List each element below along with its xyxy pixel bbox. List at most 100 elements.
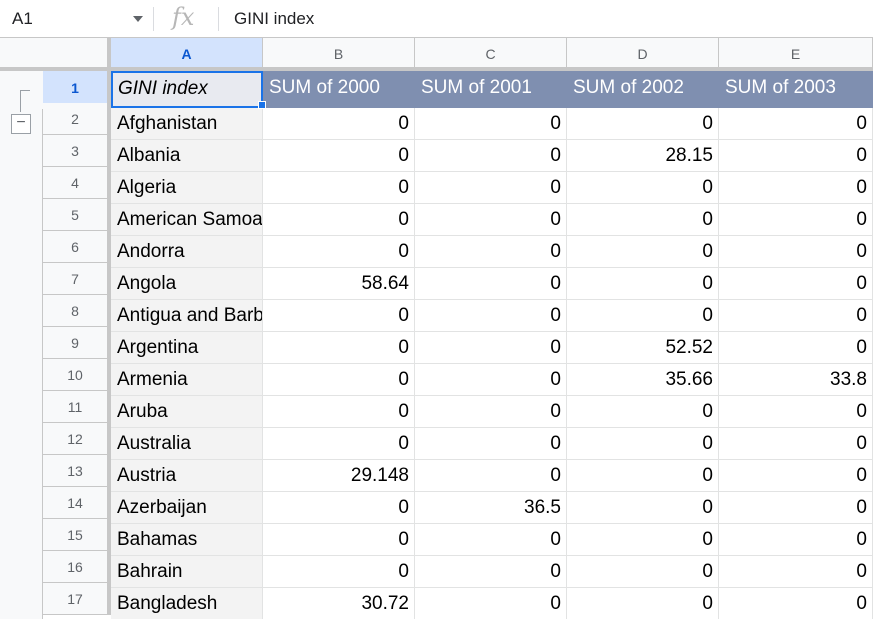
row-header-15[interactable]: 15 [43, 519, 111, 551]
column-header-d[interactable]: D [567, 38, 719, 71]
row-header-8[interactable]: 8 [43, 295, 111, 327]
value-cell[interactable]: 0 [415, 108, 567, 140]
value-cell[interactable]: 0 [263, 556, 415, 588]
value-cell[interactable]: 0 [719, 396, 873, 428]
row-header-3[interactable]: 3 [43, 135, 111, 167]
value-cell[interactable]: 0 [719, 108, 873, 140]
value-cell[interactable]: 0 [263, 428, 415, 460]
row-header-9[interactable]: 9 [43, 327, 111, 359]
value-cell[interactable]: 0 [263, 492, 415, 524]
column-header-e[interactable]: E [719, 38, 873, 71]
value-cell[interactable]: 0 [263, 300, 415, 332]
value-cell[interactable]: 0 [263, 108, 415, 140]
value-cell[interactable]: 0 [567, 108, 719, 140]
row-header-11[interactable]: 11 [43, 391, 111, 423]
country-cell[interactable]: Aruba [111, 396, 263, 428]
value-cell[interactable]: 0 [263, 396, 415, 428]
value-cell[interactable]: 0 [415, 524, 567, 556]
select-all-corner[interactable] [43, 38, 111, 71]
formula-input[interactable]: GINI index [234, 9, 315, 28]
active-cell-a1[interactable]: GINI index [111, 71, 263, 108]
value-cell[interactable]: 0 [567, 588, 719, 619]
header-cell[interactable]: SUM of 2000 [263, 71, 415, 108]
value-cell[interactable]: 0 [567, 236, 719, 268]
country-cell[interactable]: Afghanistan [111, 108, 263, 140]
value-cell[interactable]: 33.8 [719, 364, 873, 396]
country-cell[interactable]: American Samoa [111, 204, 263, 236]
row-header-1[interactable]: 1 [43, 71, 111, 108]
country-cell[interactable]: Armenia [111, 364, 263, 396]
value-cell[interactable]: 0 [719, 268, 873, 300]
country-cell[interactable]: Andorra [111, 236, 263, 268]
value-cell[interactable]: 0 [415, 332, 567, 364]
value-cell[interactable]: 35.66 [567, 364, 719, 396]
row-header-10[interactable]: 10 [43, 359, 111, 391]
row-header-17[interactable]: 17 [43, 583, 111, 615]
row-header-7[interactable]: 7 [43, 263, 111, 295]
column-header-c[interactable]: C [415, 38, 567, 71]
value-cell[interactable]: 0 [415, 460, 567, 492]
value-cell[interactable]: 0 [567, 524, 719, 556]
header-cell[interactable]: SUM of 2003 [719, 71, 873, 108]
country-cell[interactable]: Algeria [111, 172, 263, 204]
country-cell[interactable]: Austria [111, 460, 263, 492]
value-cell[interactable]: 0 [567, 172, 719, 204]
value-cell[interactable]: 0 [415, 588, 567, 619]
country-cell[interactable]: Bangladesh [111, 588, 263, 619]
country-cell[interactable]: Antigua and Barbuda [111, 300, 263, 332]
value-cell[interactable]: 0 [415, 556, 567, 588]
value-cell[interactable]: 0 [719, 492, 873, 524]
value-cell[interactable]: 29.148 [263, 460, 415, 492]
value-cell[interactable]: 0 [719, 140, 873, 172]
value-cell[interactable]: 0 [263, 332, 415, 364]
value-cell[interactable]: 0 [415, 172, 567, 204]
row-header-4[interactable]: 4 [43, 167, 111, 199]
country-cell[interactable]: Albania [111, 140, 263, 172]
value-cell[interactable]: 58.64 [263, 268, 415, 300]
value-cell[interactable]: 0 [567, 300, 719, 332]
country-cell[interactable]: Bahamas [111, 524, 263, 556]
minus-icon[interactable]: − [11, 114, 31, 134]
value-cell[interactable]: 0 [415, 236, 567, 268]
value-cell[interactable]: 0 [719, 300, 873, 332]
value-cell[interactable]: 0 [263, 524, 415, 556]
value-cell[interactable]: 0 [719, 588, 873, 619]
value-cell[interactable]: 0 [719, 524, 873, 556]
value-cell[interactable]: 0 [719, 236, 873, 268]
column-header-a[interactable]: A [111, 38, 263, 71]
value-cell[interactable]: 0 [415, 396, 567, 428]
row-header-14[interactable]: 14 [43, 487, 111, 519]
country-cell[interactable]: Australia [111, 428, 263, 460]
value-cell[interactable]: 0 [567, 428, 719, 460]
value-cell[interactable]: 0 [719, 332, 873, 364]
country-cell[interactable]: Argentina [111, 332, 263, 364]
value-cell[interactable]: 0 [263, 204, 415, 236]
value-cell[interactable]: 0 [415, 140, 567, 172]
row-header-5[interactable]: 5 [43, 199, 111, 231]
value-cell[interactable]: 0 [567, 396, 719, 428]
header-cell[interactable]: SUM of 2002 [567, 71, 719, 108]
row-header-6[interactable]: 6 [43, 231, 111, 263]
row-header-2[interactable]: 2 [43, 103, 111, 135]
value-cell[interactable]: 0 [415, 364, 567, 396]
value-cell[interactable]: 0 [719, 556, 873, 588]
name-box-value[interactable]: A1 [12, 9, 33, 28]
value-cell[interactable]: 0 [567, 268, 719, 300]
value-cell[interactable]: 0 [415, 300, 567, 332]
country-cell[interactable]: Angola [111, 268, 263, 300]
header-cell[interactable]: SUM of 2001 [415, 71, 567, 108]
value-cell[interactable]: 0 [719, 428, 873, 460]
value-cell[interactable]: 0 [263, 364, 415, 396]
value-cell[interactable]: 0 [263, 172, 415, 204]
country-cell[interactable]: Azerbaijan [111, 492, 263, 524]
value-cell[interactable]: 30.72 [263, 588, 415, 619]
value-cell[interactable]: 28.15 [567, 140, 719, 172]
value-cell[interactable]: 0 [567, 460, 719, 492]
value-cell[interactable]: 0 [263, 236, 415, 268]
value-cell[interactable]: 0 [719, 460, 873, 492]
row-header-12[interactable]: 12 [43, 423, 111, 455]
value-cell[interactable]: 0 [719, 204, 873, 236]
value-cell[interactable]: 0 [263, 140, 415, 172]
value-cell[interactable]: 0 [415, 428, 567, 460]
value-cell[interactable]: 0 [719, 172, 873, 204]
